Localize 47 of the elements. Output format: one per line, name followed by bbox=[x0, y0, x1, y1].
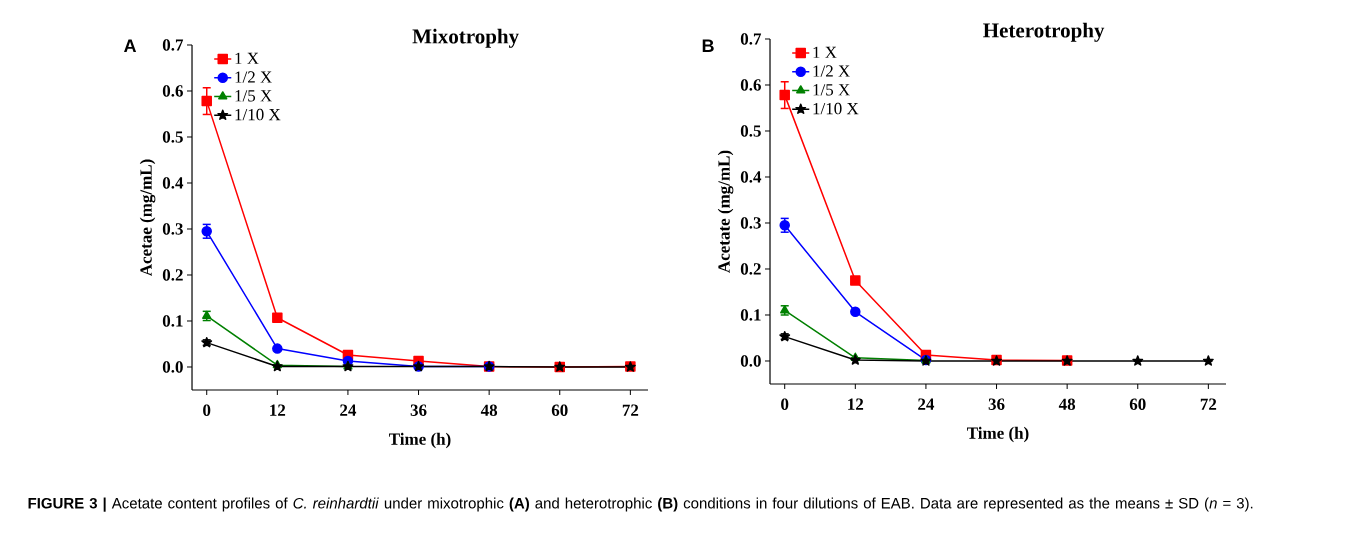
x-tick-label: 36 bbox=[988, 398, 1005, 410]
chart-title: Heterotrophy bbox=[983, 22, 1105, 42]
x-tick-label: 48 bbox=[480, 404, 498, 416]
x-tick-label: 60 bbox=[551, 404, 568, 416]
text: FIGURE 3 | Acetate content profiles of C. reinhardtii under mixotrophic (A) and heterotrophic (B) conditions in four dilutions of EAB. Data are represented as the means ± SD (n = 3). bbox=[28, 497, 1253, 512]
legend-label: 1/2 X bbox=[813, 65, 850, 77]
x-tick-label: 12 bbox=[848, 398, 864, 410]
x-tick-label: 48 bbox=[1058, 398, 1076, 410]
x-tick-label: 60 bbox=[1129, 398, 1146, 410]
x-tick-label: 72 bbox=[1200, 398, 1217, 410]
legend-label: 1/10 X bbox=[235, 108, 281, 121]
legend-label: 1/5 X bbox=[813, 84, 850, 96]
x-tick-label: 24 bbox=[918, 398, 935, 410]
y-tick-label: 0.5 bbox=[162, 131, 183, 143]
legend-label: 1/5 X bbox=[235, 90, 272, 102]
x-axis-title: Time (h) bbox=[389, 432, 451, 449]
legend-label: 1 X bbox=[235, 52, 259, 64]
y-tick-label: 0.3 bbox=[740, 217, 761, 229]
y-tick-label: 0.6 bbox=[740, 79, 761, 91]
x-tick-label: 0 bbox=[781, 398, 789, 410]
y-axis-title: Acetae (mg/mL) bbox=[139, 159, 156, 277]
legend-label: 1/2 X bbox=[235, 71, 272, 83]
x-tick-label: 24 bbox=[340, 404, 357, 416]
x-axis-title: Time (h) bbox=[967, 426, 1029, 443]
x-tick-label: 12 bbox=[270, 404, 286, 416]
y-tick-label: 0.7 bbox=[740, 33, 762, 45]
y-tick-label: 0.6 bbox=[162, 85, 183, 97]
y-tick-label: 0.3 bbox=[162, 223, 183, 235]
legend-label: 1/10 X bbox=[813, 102, 859, 115]
y-tick-label: 0.4 bbox=[740, 171, 762, 183]
y-tick-label: 0.1 bbox=[740, 309, 761, 321]
y-tick-label: 0.5 bbox=[740, 125, 761, 137]
text: B bbox=[702, 39, 714, 52]
x-tick-label: 72 bbox=[622, 404, 639, 416]
y-tick-label: 0.2 bbox=[162, 269, 183, 281]
x-tick-label: 36 bbox=[410, 404, 427, 416]
text: A bbox=[124, 39, 137, 52]
y-tick-label: 0.2 bbox=[740, 263, 761, 275]
x-tick-label: 0 bbox=[203, 404, 211, 416]
y-tick-label: 0.0 bbox=[740, 355, 761, 367]
legend-label: 1 X bbox=[813, 46, 837, 58]
chart-title: Mixotrophy bbox=[412, 28, 519, 48]
y-axis-title: Acetate (mg/mL) bbox=[717, 150, 734, 273]
y-tick-label: 0.1 bbox=[162, 315, 183, 327]
y-tick-label: 0.4 bbox=[162, 177, 184, 189]
y-tick-label: 0.0 bbox=[162, 361, 183, 373]
y-tick-label: 0.7 bbox=[162, 39, 184, 51]
